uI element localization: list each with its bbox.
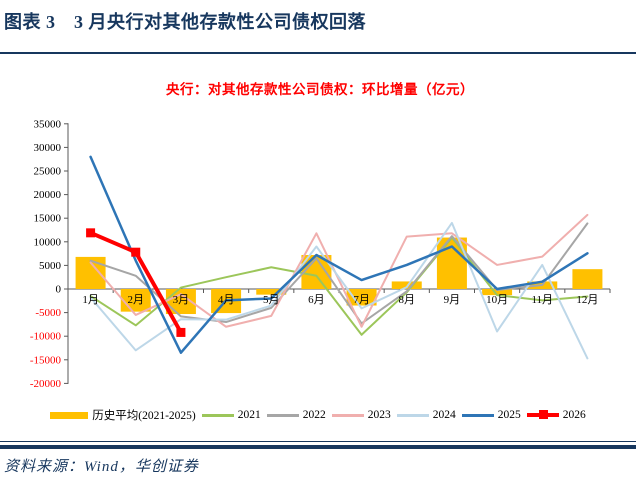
legend-line-swatch [526,410,559,419]
legend-label: 2025 [497,409,521,421]
x-axis-label: 2月 [128,294,145,306]
axes [64,123,611,384]
legend-line-swatch [201,413,234,417]
x-axis-label: 10月 [486,294,508,306]
y-axis-label: -10000 [30,331,62,343]
y-axis-label: 15000 [34,213,62,225]
title-rule [0,52,636,54]
line-series-2022 [89,222,589,325]
legend-item-历史平均(2021-2025): 历史平均(2021-2025) [50,407,196,423]
x-axis-label: 3月 [173,294,190,306]
y-axis-label: 25000 [34,166,62,178]
legend-item-2021: 2021 [201,409,261,421]
bar [391,281,422,289]
x-axis-label: 11月 [531,294,553,306]
legend-item-2023: 2023 [331,409,391,421]
bar [436,237,467,289]
bar [482,289,513,296]
legend-line-swatch [331,413,364,417]
source-note: 资料来源：Wind，华创证券 [4,459,199,475]
legend-line-swatch [461,413,494,417]
legend-item-2024: 2024 [396,409,456,421]
line-series-2025 [89,155,589,354]
y-axis-label: 10000 [34,236,62,248]
line-series-2021 [89,236,589,336]
x-axis-label: 8月 [399,294,416,306]
marker-square [131,247,141,257]
y-axis-label: 35000 [34,118,62,130]
x-axis-label: 7月 [353,294,370,306]
legend-label: 2022 [302,409,326,421]
legend-label: 2024 [432,409,456,421]
y-axis-label: 0 [56,284,62,296]
x-axis-label: 1月 [82,294,99,306]
legend-label: 2023 [367,409,391,421]
y-axis-label: -5000 [35,307,61,319]
line-series-2023 [89,213,589,328]
bar [256,289,287,295]
x-axis-label: 9月 [444,294,461,306]
bar [572,269,603,289]
y-axis-label: 5000 [39,260,62,272]
legend-bar-swatch [50,411,89,419]
marker-square [86,228,96,238]
legend-line-swatch [266,413,299,417]
x-axis-label: 12月 [576,294,598,306]
x-axis-label: 4月 [218,294,235,306]
chart-title: 央行：对其他存款性公司债权：环比增量（亿元） [166,82,474,97]
legend-item-2022: 2022 [266,409,326,421]
x-axis-label: 5月 [263,294,280,306]
footer-rule-thick [0,445,636,449]
legend-item-2026: 2026 [526,409,586,421]
y-axis-label: 20000 [34,189,62,201]
legend-square-marker [538,410,548,419]
legend-item-2025: 2025 [461,409,521,421]
legend-label: 2026 [562,409,586,421]
y-axis-label: 30000 [34,142,62,154]
footer-rule-thin [0,441,636,442]
marker-square [176,327,186,337]
figure-title: 图表 3 3 月央行对其他存款性公司债权回落 [4,12,366,32]
y-axis-label: -20000 [30,378,62,390]
legend-label: 历史平均(2021-2025) [92,410,196,422]
y-axis-label: -15000 [30,354,62,366]
bar [346,289,377,306]
x-axis-label: 6月 [308,294,325,306]
legend-label: 2021 [237,409,261,421]
chart-legend: 历史平均(2021-2025) 2021 2022 2023 2024 2025 2026 [6,406,630,424]
line-series-2024 [89,221,589,360]
legend-line-swatch [396,413,429,417]
